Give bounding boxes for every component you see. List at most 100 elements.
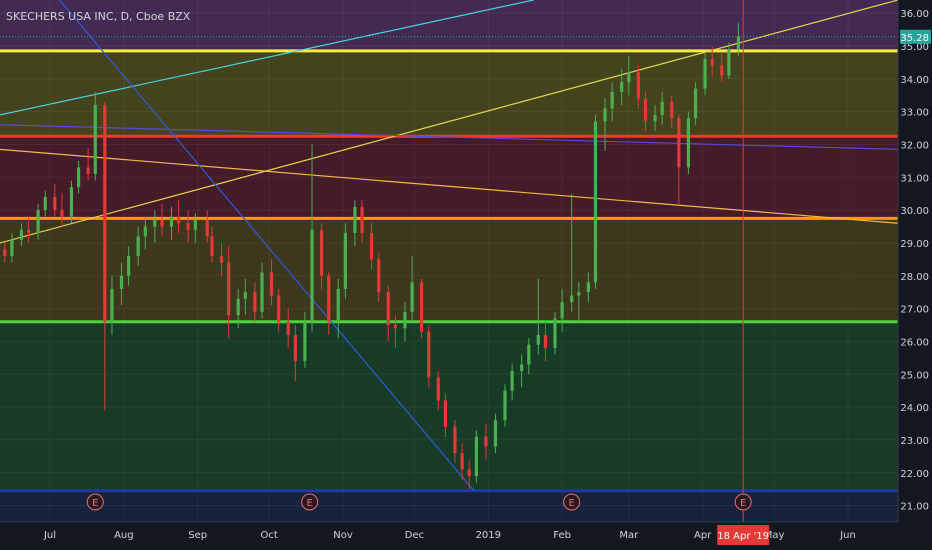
- candle-body: [703, 59, 707, 89]
- x-tick-label: Aug: [114, 530, 134, 541]
- candle-body: [69, 187, 74, 217]
- y-tick-label: 33.00: [900, 108, 929, 119]
- candle-body: [510, 370, 514, 391]
- x-tick-label: Oct: [261, 530, 278, 541]
- earnings-marker: [301, 493, 319, 511]
- y-tick-label: 21.00: [900, 502, 929, 513]
- candle-body: [536, 334, 540, 345]
- y-tick-label: 28.00: [900, 272, 929, 283]
- candle-body: [410, 282, 414, 312]
- candle-body: [736, 36, 741, 50]
- current-price-label: 35.28: [900, 33, 929, 44]
- candle-body: [303, 321, 307, 362]
- candle-body: [520, 364, 524, 371]
- candle-body: [543, 334, 548, 348]
- candle-body: [653, 114, 657, 122]
- candle-body: [143, 226, 147, 237]
- candle-body: [620, 82, 624, 92]
- candle-body: [643, 98, 648, 122]
- cursor-date-label: 18 Apr '19: [717, 531, 769, 542]
- x-tick-label: Jun: [839, 530, 856, 541]
- candle-body: [43, 196, 47, 211]
- candle-body: [636, 72, 640, 99]
- time-axis-bg: [0, 522, 932, 550]
- earnings-marker: [86, 493, 104, 511]
- candle-body: [103, 105, 107, 322]
- y-tick-label: 30.00: [900, 206, 929, 217]
- y-tick-label: 29.00: [900, 239, 929, 250]
- x-tick-label: Dec: [405, 530, 424, 541]
- candle-body: [493, 420, 498, 447]
- candle-body: [169, 216, 174, 227]
- price-zone: [0, 50, 898, 137]
- candle-body: [36, 210, 40, 234]
- candle-body: [460, 453, 464, 470]
- y-tick-label: 35.00: [900, 42, 929, 53]
- candle-body: [677, 118, 681, 168]
- price-zone: [0, 218, 898, 322]
- candle-body: [293, 334, 297, 362]
- candle-body: [153, 219, 157, 227]
- candle-body: [710, 59, 714, 66]
- candle-body: [310, 229, 314, 322]
- candle-body: [53, 196, 57, 211]
- candle-body: [119, 275, 124, 289]
- candle-body: [127, 256, 131, 276]
- x-tick-label: Nov: [333, 530, 353, 541]
- candle-body: [386, 292, 390, 326]
- candle-body: [336, 288, 340, 322]
- candle-body: [553, 318, 557, 348]
- candle-body: [227, 262, 231, 316]
- candle-body: [586, 282, 590, 293]
- candle-body: [393, 325, 398, 329]
- candle-body: [286, 321, 290, 335]
- earnings-marker-label: E: [92, 498, 98, 509]
- trendline: [59, 0, 475, 492]
- candle-body: [603, 108, 607, 122]
- trendline: [0, 0, 898, 244]
- candle-body: [236, 298, 240, 316]
- candle-body: [369, 233, 374, 260]
- y-tick-label: 24.00: [900, 403, 929, 414]
- candle-body: [503, 390, 507, 421]
- candle-body: [577, 292, 581, 296]
- x-tick-label: 2019: [476, 530, 501, 541]
- x-tick-label: Feb: [553, 530, 571, 541]
- candle-body: [319, 229, 324, 276]
- cursor-date-tag: [717, 525, 770, 545]
- candle-body: [443, 400, 448, 427]
- candle-body: [560, 302, 564, 319]
- candle-body: [484, 436, 488, 447]
- y-tick-label: 36.00: [900, 9, 929, 20]
- candle-body: [86, 167, 90, 174]
- candle-body: [720, 65, 724, 76]
- earnings-marker-label: E: [740, 498, 746, 509]
- price-axis-bg: [898, 0, 932, 550]
- chart-title: SKECHERS USA INC, D, Cboe BZX: [6, 10, 191, 23]
- price-zone: [0, 490, 898, 522]
- candle-body: [243, 292, 247, 299]
- y-tick-label: 34.00: [900, 75, 929, 86]
- x-tick-label: Jul: [43, 530, 56, 541]
- candle-body: [19, 229, 24, 240]
- candle-body: [160, 219, 164, 227]
- candle-body: [467, 469, 471, 477]
- candle-body: [93, 105, 97, 174]
- trendline: [0, 148, 898, 224]
- trendline: [0, 124, 898, 150]
- earnings-marker-label: E: [569, 498, 575, 509]
- candle-body: [403, 311, 407, 329]
- x-tick-label: Apr: [694, 530, 712, 541]
- candle-body: [210, 236, 214, 257]
- candle-body: [427, 331, 431, 378]
- trendline: [0, 0, 534, 116]
- candle-body: [3, 249, 7, 257]
- candle-body: [277, 295, 281, 322]
- candle-body: [353, 206, 357, 234]
- candle-body: [186, 223, 190, 230]
- candle-body: [60, 210, 64, 217]
- candle-body: [436, 377, 440, 401]
- candle-body: [377, 259, 381, 293]
- candle-body: [269, 272, 274, 296]
